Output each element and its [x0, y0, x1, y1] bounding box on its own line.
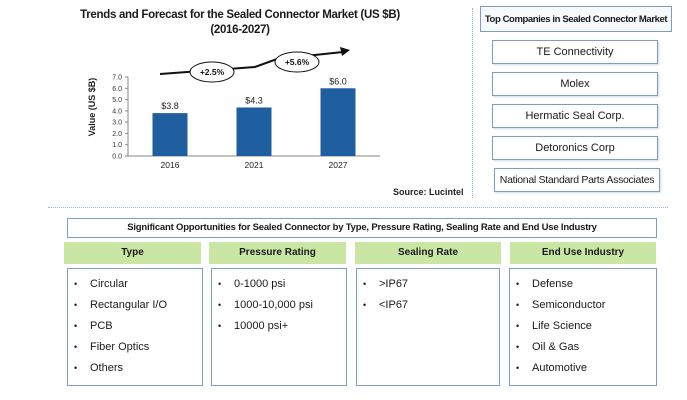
list-item: 10000 psi+	[218, 316, 346, 337]
list-item: Circular	[74, 274, 202, 295]
type-list: Circular Rectangular I/O PCB Fiber Optic…	[67, 268, 203, 386]
column-header-sealing-rate: Sealing Rate	[355, 242, 501, 264]
top-companies-panel: Top Companies in Sealed Connector Market…	[480, 6, 672, 192]
list-item: <IP67	[363, 295, 499, 316]
bar	[320, 88, 356, 156]
bar-value-label: $3.8	[161, 101, 179, 111]
cagr-ellipse	[274, 51, 320, 73]
horizontal-divider	[48, 207, 668, 208]
chart-title: Trends and Forecast for the Sealed Conne…	[80, 8, 400, 38]
y-tick-label: 4.0	[112, 108, 122, 115]
company-item: National Standard Parts Associates	[494, 168, 660, 192]
list-item: >IP67	[363, 274, 499, 295]
opportunities-title: Significant Opportunities for Sealed Con…	[67, 218, 657, 238]
y-tick-label: 1.0	[112, 142, 122, 149]
list-item: PCB	[74, 316, 202, 337]
bar-chart: Value (US $B) 0.0 1.0 2.0 3.0 4.0 5.0 6.0 7.0 $3.…	[87, 47, 380, 170]
bar	[152, 113, 188, 156]
list-item: Life Science	[516, 316, 656, 337]
y-tick-label: 6.0	[112, 86, 122, 93]
trend-arrowhead	[340, 47, 350, 56]
bar-value-label: $6.0	[329, 76, 347, 86]
source-label: Source: Lucintel	[393, 187, 464, 197]
x-tick-label: 2016	[161, 160, 180, 170]
sealing-rate-list: >IP67 <IP67	[356, 268, 500, 386]
list-item: Others	[74, 358, 202, 379]
cagr-label: +5.6%	[285, 57, 310, 67]
y-tick-label: 2.0	[112, 131, 122, 138]
top-companies-header: Top Companies in Sealed Connector Market	[480, 6, 672, 32]
list-item: 1000-10,000 psi	[218, 295, 346, 316]
pressure-rating-list: 0-1000 psi 1000-10,000 psi 10000 psi+	[211, 268, 347, 386]
list-item: Fiber Optics	[74, 337, 202, 358]
company-item: Hermatic Seal Corp.	[492, 104, 658, 128]
y-tick-label: 3.0	[112, 120, 122, 127]
chart-title-line2: (2016-2027)	[210, 24, 270, 36]
x-tick-label: 2021	[245, 160, 264, 170]
company-item: TE Connectivity	[492, 40, 658, 64]
list-item: Rectangular I/O	[74, 295, 202, 316]
company-item: Molex	[492, 72, 658, 96]
bar	[236, 107, 272, 156]
y-tick-label: 0.0	[112, 154, 122, 161]
x-tick-label: 2027	[329, 160, 348, 170]
column-header-end-use-industry: End Use Industry	[510, 242, 656, 264]
company-item: Detoronics Corp	[492, 136, 658, 160]
list-item: Semiconductor	[516, 295, 656, 316]
vertical-divider	[472, 8, 473, 198]
list-item: Automotive	[516, 358, 656, 379]
bar-value-label: $4.3	[245, 95, 263, 105]
y-axis-label: Value (US $B)	[87, 78, 97, 137]
y-tick-label: 7.0	[112, 75, 122, 82]
column-header-pressure-rating: Pressure Rating	[209, 242, 346, 264]
list-item: Oil & Gas	[516, 337, 656, 358]
column-header-type: Type	[64, 242, 201, 264]
list-item: Defense	[516, 274, 656, 295]
chart-title-line1: Trends and Forecast for the Sealed Conne…	[80, 9, 400, 21]
cagr-label: +2.5%	[200, 67, 225, 77]
cagr-ellipse	[189, 61, 235, 83]
list-item: 0-1000 psi	[218, 274, 346, 295]
y-tick-label: 5.0	[112, 97, 122, 104]
end-use-industry-list: Defense Semiconductor Life Science Oil &…	[509, 268, 657, 386]
